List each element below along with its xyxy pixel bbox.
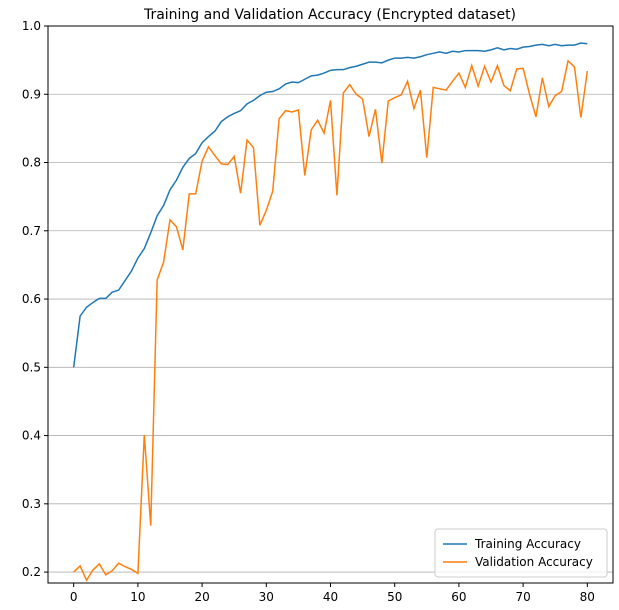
legend-box [434,528,608,578]
legend-label: Training Accuracy [474,537,581,551]
x-tick-label: 70 [515,590,530,604]
series-line [73,59,589,582]
x-tick-label: 80 [580,590,595,604]
x-tick-label: 0 [70,590,78,604]
legend: Training Accuracy Validation Accuracy [434,528,608,578]
plot-frame [47,25,614,584]
x-tick-label: 30 [259,590,274,604]
y-tick-label: 0.9 [22,87,41,101]
chart-title: Training and Validation Accuracy (Encryp… [143,7,516,23]
x-tick-label: 60 [451,590,466,604]
y-tick-label: 0.4 [22,429,41,443]
legend-label: Validation Accuracy [475,555,593,569]
y-tick-label: 0.7 [22,224,41,238]
y-tick-label: 0.2 [22,565,41,579]
x-tick-label: 20 [194,590,209,604]
y-tick-label: 0.6 [22,292,41,306]
y-tick-label: 0.5 [22,360,41,374]
x-tick-label: 10 [130,590,145,604]
x-tick-label: 50 [387,590,402,604]
y-tick-label: 0.8 [22,156,41,170]
series-line [72,42,588,368]
x-tick-label: 40 [323,590,338,604]
y-tick-label: 0.3 [22,497,41,511]
y-tick-label: 1.0 [22,19,41,33]
